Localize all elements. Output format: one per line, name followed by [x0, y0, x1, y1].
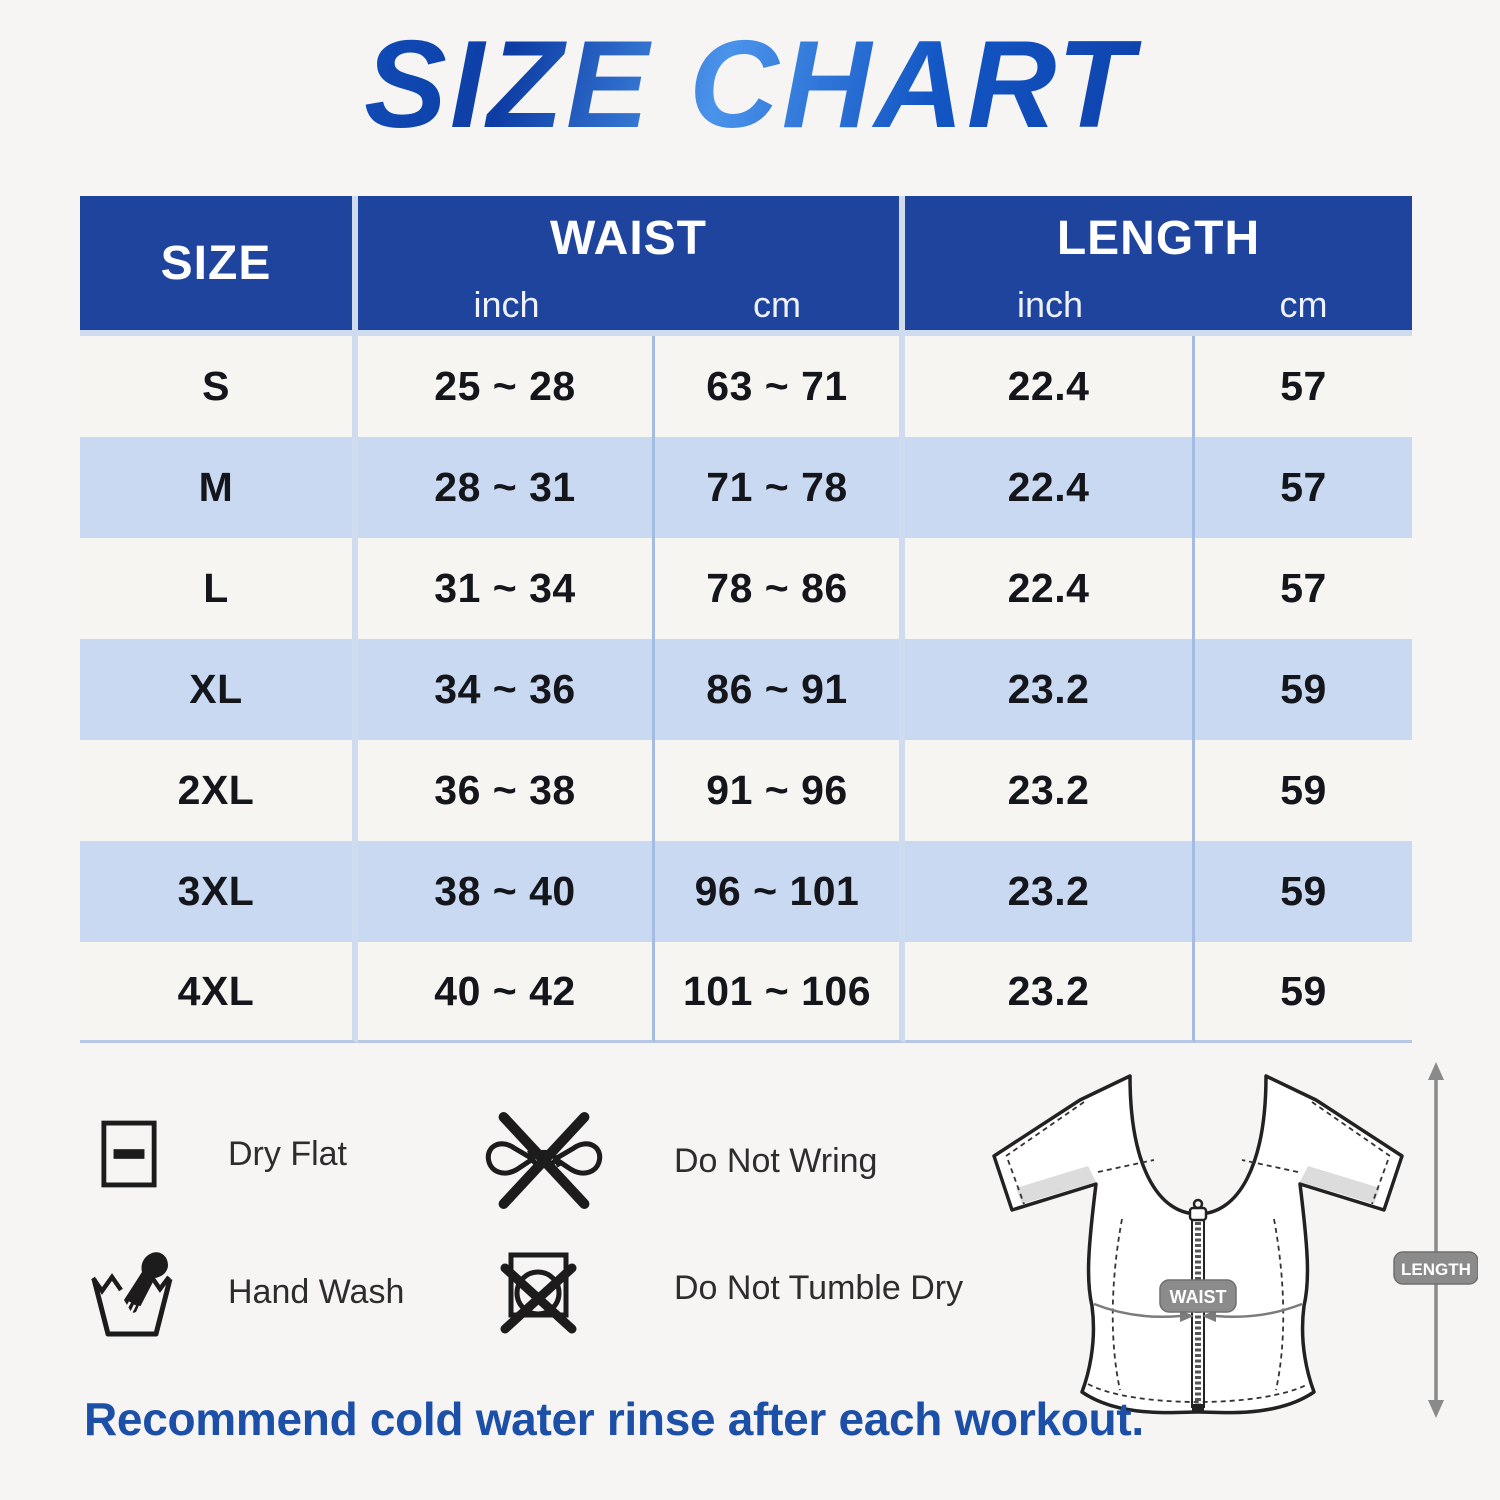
waist-cm-cell: 96 ~ 101: [655, 841, 905, 942]
length-badge-label: LENGTH: [1401, 1260, 1471, 1279]
care-item-do-not-wring: Do Not Wring: [478, 1108, 877, 1214]
unit-label-waist-inch: inch: [358, 280, 655, 336]
length-cm-cell: 57: [1195, 336, 1412, 437]
column-header-length: LENGTH: [905, 196, 1412, 280]
unit-label-waist-cm: cm: [655, 280, 905, 336]
care-item-dry-flat: Dry Flat: [100, 1118, 347, 1190]
size-cell: M: [80, 437, 358, 538]
waist-inch-cell: 34 ~ 36: [358, 639, 655, 740]
waist-inch-cell: 25 ~ 28: [358, 336, 655, 437]
size-cell: S: [80, 336, 358, 437]
footer-note: Recommend cold water rinse after each wo…: [84, 1393, 1144, 1445]
size-cell: 3XL: [80, 841, 358, 942]
waist-cm-cell: 91 ~ 96: [655, 740, 905, 841]
size-cell: L: [80, 538, 358, 639]
column-header-waist: WAIST: [358, 196, 905, 280]
waist-cm-cell: 78 ~ 86: [655, 538, 905, 639]
length-inch-cell: 23.2: [905, 942, 1195, 1043]
unit-label-length-cm: cm: [1195, 280, 1412, 336]
size-cell: XL: [80, 639, 358, 740]
length-cm-cell: 59: [1195, 841, 1412, 942]
care-item-do-not-tumble-dry: Do Not Tumble Dry: [498, 1240, 963, 1336]
garment-diagram: WAIST LENGTH: [992, 1062, 1478, 1418]
length-inch-cell: 22.4: [905, 336, 1195, 437]
column-header-size: SIZE: [80, 196, 358, 336]
waist-inch-cell: 36 ~ 38: [358, 740, 655, 841]
length-inch-cell: 23.2: [905, 740, 1195, 841]
length-cm-cell: 59: [1195, 639, 1412, 740]
care-item-label: Hand Wash: [228, 1272, 405, 1311]
do-not-tumble-dry-icon: [500, 1252, 577, 1334]
waist-cm-cell: 71 ~ 78: [655, 437, 905, 538]
zipper: [1188, 1198, 1208, 1412]
length-cm-cell: 59: [1195, 942, 1412, 1043]
waist-inch-cell: 31 ~ 34: [358, 538, 655, 639]
size-cell: 4XL: [80, 942, 358, 1043]
waist-inch-cell: 28 ~ 31: [358, 437, 655, 538]
length-measure-arrow: [1428, 1062, 1444, 1418]
length-badge: LENGTH: [1393, 1251, 1478, 1285]
waist-cm-cell: 101 ~ 106: [655, 942, 905, 1043]
care-item-label: Do Not Wring: [674, 1141, 878, 1180]
care-item-hand-wash: Hand Wash: [90, 1246, 404, 1338]
care-item-label: Do Not Tumble Dry: [674, 1268, 964, 1307]
size-cell: 2XL: [80, 740, 358, 841]
waist-cm-cell: 86 ~ 91: [655, 639, 905, 740]
length-inch-cell: 22.4: [905, 538, 1195, 639]
length-inch-cell: 22.4: [905, 437, 1195, 538]
waist-inch-cell: 38 ~ 40: [358, 841, 655, 942]
waist-badge-label: WAIST: [1170, 1287, 1227, 1307]
length-inch-cell: 23.2: [905, 841, 1195, 942]
length-cm-cell: 57: [1195, 538, 1412, 639]
dry-flat-icon: [101, 1120, 157, 1188]
waist-badge: WAIST: [1159, 1279, 1237, 1313]
waist-cm-cell: 63 ~ 71: [655, 336, 905, 437]
length-inch-cell: 23.2: [905, 639, 1195, 740]
waist-inch-cell: 40 ~ 42: [358, 942, 655, 1043]
care-item-label: Dry Flat: [228, 1134, 347, 1173]
size-table: SIZE WAIST LENGTH inch cm inch cm S 25 ~ …: [80, 196, 1412, 1043]
do-not-wring-icon: [485, 1112, 603, 1209]
length-cm-cell: 59: [1195, 740, 1412, 841]
unit-label-length-inch: inch: [905, 280, 1195, 336]
hand-wash-icon: [91, 1252, 173, 1337]
waist-measure-arrows: [1093, 1302, 1303, 1319]
page-title: SIZE CHART: [0, 14, 1500, 156]
length-cm-cell: 57: [1195, 437, 1412, 538]
